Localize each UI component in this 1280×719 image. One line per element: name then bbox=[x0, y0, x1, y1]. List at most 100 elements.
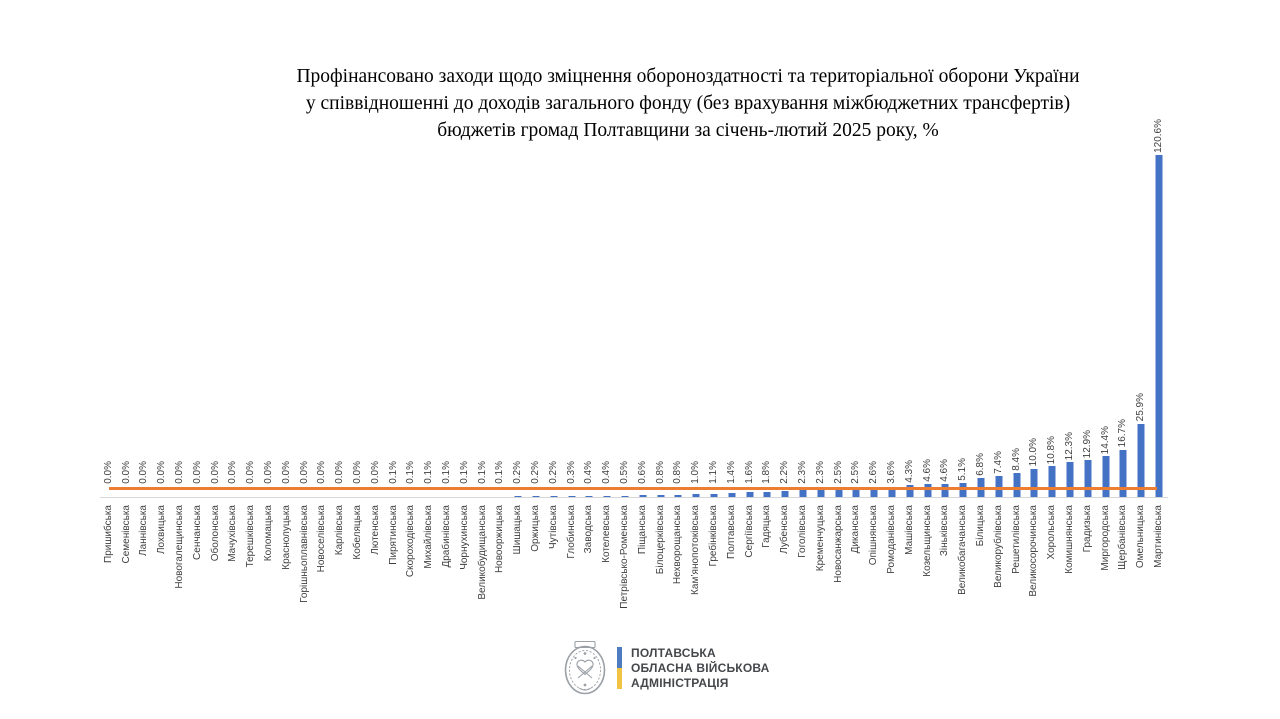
bar bbox=[710, 493, 718, 497]
bar-column: 0.0% Сенчанська bbox=[189, 150, 207, 560]
bar bbox=[657, 494, 665, 497]
category-label: Великорублівська bbox=[992, 505, 1004, 588]
value-label: 10.8% bbox=[1046, 436, 1058, 465]
bar-column: 1.8% Гадяцька bbox=[758, 150, 776, 548]
bar-column: 2.3% Кременчуцька bbox=[812, 150, 830, 571]
value-label: 0.1% bbox=[423, 461, 435, 484]
category-label: Мартинівська bbox=[1152, 505, 1164, 568]
bar bbox=[621, 495, 629, 497]
value-label: 4.3% bbox=[903, 460, 915, 483]
flag-stripe bbox=[617, 647, 622, 689]
category-label: Білицька bbox=[974, 505, 986, 547]
value-label: 0.0% bbox=[245, 461, 257, 484]
bar bbox=[835, 489, 843, 497]
category-label: Лютенська bbox=[369, 505, 381, 555]
bar bbox=[1102, 456, 1110, 497]
flag-blue-half bbox=[617, 647, 622, 668]
bar-column: 0.0% Лохвицька bbox=[153, 150, 171, 554]
value-label: 12.3% bbox=[1063, 431, 1075, 461]
category-label: Миргородська bbox=[1099, 505, 1111, 571]
bar bbox=[692, 494, 700, 497]
bar bbox=[817, 490, 825, 497]
value-label: 120.6% bbox=[1152, 119, 1164, 153]
value-label: 7.4% bbox=[992, 451, 1004, 474]
category-label: Диканська bbox=[850, 505, 862, 554]
category-label: Глобинська bbox=[565, 505, 577, 559]
bar-column: 4.6% Козельщинська bbox=[919, 150, 937, 577]
bar bbox=[1119, 449, 1127, 497]
category-label: Оболонська bbox=[209, 505, 221, 562]
category-label: Скороходівська bbox=[405, 505, 417, 578]
value-label: 3.6% bbox=[885, 461, 897, 484]
value-label: 0.0% bbox=[227, 461, 239, 484]
value-label: 0.5% bbox=[619, 461, 630, 484]
bar-column: 0.1% Драбинівська bbox=[438, 150, 456, 567]
bar-column: 0.6% Піщанська bbox=[634, 150, 652, 554]
bar-column: 2.2% Лубенська bbox=[776, 150, 794, 554]
bar-column: 2.3% Гоголівська bbox=[794, 150, 812, 558]
value-label: 0.0% bbox=[298, 461, 310, 484]
category-label: Омельницька bbox=[1135, 505, 1147, 569]
bar-column: 4.6% Зіньківська bbox=[936, 150, 954, 556]
category-label: Великобагачанська bbox=[957, 505, 969, 595]
bar bbox=[995, 476, 1003, 497]
bar bbox=[550, 496, 558, 497]
chart-title-line-2: у співвідношенні до доходів загального ф… bbox=[305, 93, 1071, 114]
bar bbox=[728, 493, 736, 497]
category-label: Кременчуцька bbox=[814, 505, 826, 572]
value-label: 0.0% bbox=[316, 461, 328, 484]
value-label: 4.6% bbox=[939, 459, 951, 482]
bar bbox=[585, 495, 593, 497]
bar-column: 2.5% Диканська bbox=[847, 150, 865, 553]
category-label: Кобеляцька bbox=[352, 505, 364, 560]
value-label: 0.1% bbox=[458, 461, 470, 484]
bar-column: 4.3% Машівська bbox=[901, 150, 919, 555]
org-name-line-1: ПОЛТАВСЬКА bbox=[631, 645, 716, 660]
bar-column: 12.3% Комишнянська bbox=[1061, 150, 1079, 574]
bar-column: 0.2% Оржицька bbox=[527, 150, 545, 552]
bar-column: 0.1% Михайлівська bbox=[420, 150, 438, 568]
value-label: 1.0% bbox=[690, 461, 702, 484]
value-label: 0.6% bbox=[636, 461, 648, 484]
category-label: Ланнівська bbox=[138, 505, 150, 556]
value-label: 0.1% bbox=[494, 461, 506, 484]
bar bbox=[941, 483, 949, 497]
chart-title-line-1: Профінансовано заходи щодо зміцнення обо… bbox=[296, 66, 1080, 87]
bar bbox=[674, 494, 682, 497]
category-label: Лохвицька bbox=[156, 505, 168, 555]
bar-column: 10.8% Хорольська bbox=[1043, 150, 1061, 559]
value-label: 1.8% bbox=[761, 461, 773, 484]
org-name-line-2: ОБЛАСНА ВІЙСЬКОВА bbox=[631, 660, 770, 675]
category-label: Хорольська bbox=[1046, 505, 1058, 560]
bar-column: 0.0% Горішньоплавнівська bbox=[296, 150, 314, 603]
bar bbox=[1155, 155, 1163, 497]
category-label: Ромоданівська bbox=[885, 505, 897, 574]
category-label: Машівська bbox=[903, 505, 915, 555]
category-label: Гоголівська bbox=[796, 505, 808, 558]
bar-column: 0.2% Чутівська bbox=[545, 150, 563, 549]
bar-column: 7.4% Великорублівська bbox=[990, 150, 1008, 588]
bar bbox=[532, 496, 540, 497]
bar-column: 0.4% Котелевська bbox=[598, 150, 616, 563]
value-label: 0.0% bbox=[191, 461, 203, 484]
bar bbox=[799, 490, 807, 497]
bar bbox=[1137, 423, 1145, 497]
value-label: 0.0% bbox=[102, 461, 114, 484]
category-label: Михайлівська bbox=[423, 505, 435, 569]
bar-column: 0.1% Великобудищанська bbox=[474, 150, 492, 599]
bar bbox=[514, 496, 522, 497]
category-label: Гадяцька bbox=[761, 505, 773, 548]
value-label: 0.0% bbox=[209, 461, 221, 484]
bar bbox=[603, 495, 611, 497]
bar-column: 2.6% Опішнянська bbox=[865, 150, 883, 565]
category-label: Великобудищанська bbox=[476, 505, 488, 600]
category-label: Пришибська bbox=[102, 505, 114, 563]
category-label: Чутівська bbox=[547, 505, 559, 550]
bar bbox=[906, 484, 914, 497]
bar bbox=[568, 496, 576, 497]
category-label: Карлівська bbox=[334, 505, 346, 556]
category-label: Козельщинська bbox=[921, 505, 933, 577]
value-label: 1.6% bbox=[743, 461, 755, 484]
value-label: 16.7% bbox=[1117, 419, 1129, 448]
bar-column: 1.0% Кам’янопотоківська bbox=[687, 150, 705, 595]
